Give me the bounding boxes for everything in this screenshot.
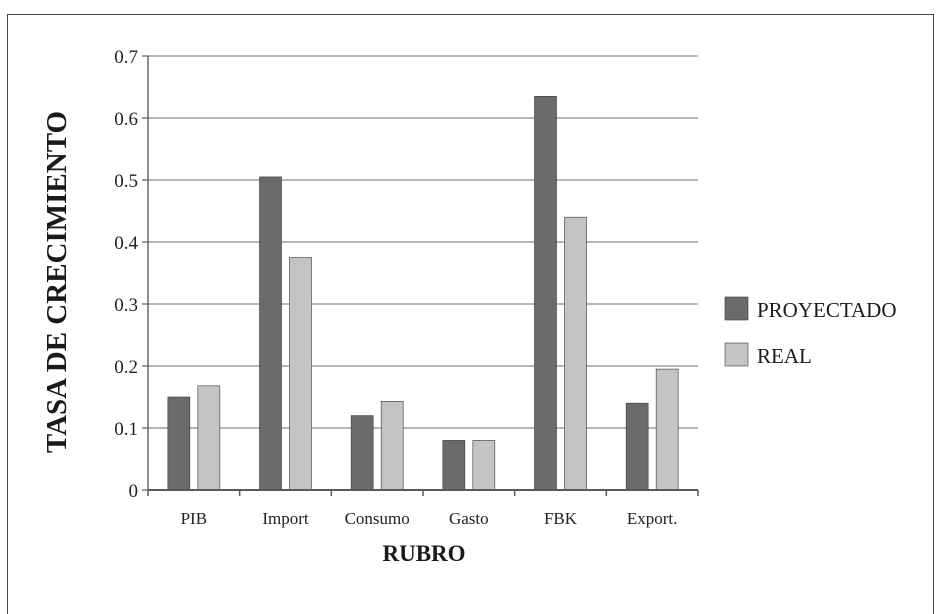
bar-chart: 0 0.1 0.2 0.3 0.4 0.5 0.6 0.7 PIB Import Consumo G… — [41, 47, 897, 566]
y-tick-label: 0.4 — [114, 233, 138, 254]
chart-frame — [7, 14, 934, 614]
legend-label-proyectado: PROYECTADO — [757, 298, 897, 322]
y-axis-ticks: 0 0.1 0.2 0.3 0.4 0.5 0.6 0.7 — [114, 47, 149, 502]
bar-proyectado-fbk — [534, 96, 557, 491]
y-axis-title: TASA DE CRECIMIENTO — [41, 111, 73, 453]
x-axis: PIB Import Consumo Gasto FBK Export. — [147, 489, 699, 528]
bar-proyectado-pib — [167, 396, 191, 491]
bar-proyectado-import — [259, 176, 282, 491]
bar-real-import — [289, 257, 312, 491]
x-category-label: Import — [262, 509, 309, 528]
x-category-label: Export. — [627, 509, 678, 528]
x-category-label: PIB — [181, 509, 207, 528]
bar-real-gasto — [472, 440, 496, 491]
y-tick-label: 0.7 — [114, 47, 138, 68]
y-tick-label: 0.1 — [114, 419, 138, 440]
y-tick-label: 0.5 — [114, 171, 138, 192]
bar-proyectado-export — [625, 402, 649, 491]
x-category-label: Gasto — [449, 509, 489, 528]
legend-swatch-real — [724, 342, 749, 367]
bar-real-export — [655, 368, 679, 491]
y-tick-label: 0.2 — [114, 357, 138, 378]
bar-real-consumo — [380, 401, 404, 491]
gridlines — [148, 55, 698, 429]
bar-real-pib — [197, 385, 221, 491]
x-category-label: FBK — [544, 509, 578, 528]
x-category-label: Consumo — [345, 509, 410, 528]
y-tick-label: 0.6 — [114, 109, 138, 130]
bar-real-fbk — [564, 216, 587, 491]
y-tick-label: 0 — [129, 481, 139, 502]
legend-label-real: REAL — [757, 344, 812, 368]
bar-proyectado-consumo — [350, 415, 374, 491]
bar-proyectado-gasto — [442, 440, 466, 491]
bars — [167, 96, 679, 491]
y-tick-label: 0.3 — [114, 295, 138, 316]
x-axis-title: RUBRO — [382, 541, 465, 566]
legend: PROYECTADO REAL — [724, 296, 897, 368]
legend-swatch-proyectado — [724, 296, 749, 321]
